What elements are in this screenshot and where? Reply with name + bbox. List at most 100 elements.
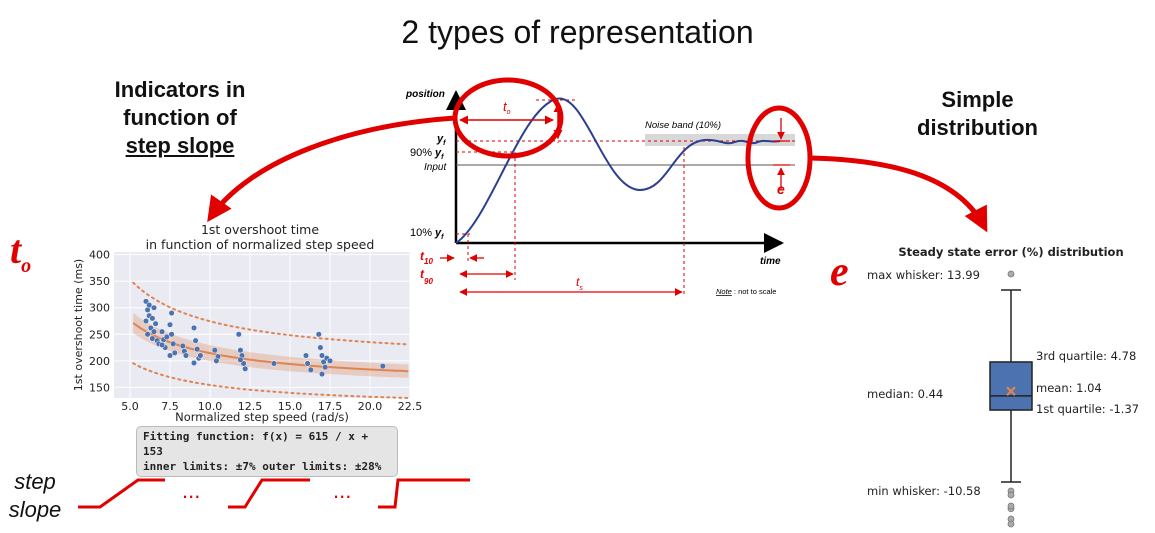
note-label-word: Note: [716, 287, 732, 296]
box-outlier-4: [1007, 502, 1015, 510]
scatter-title: 1st overshoot time: [201, 222, 319, 237]
scatter-xlabel: Normalized step speed (rad/s): [175, 410, 349, 424]
step-slope-label: step slope: [0, 468, 70, 524]
position-label: position: [405, 89, 445, 100]
ten-label-pct: 10%: [410, 227, 432, 239]
yf-label-sub: f: [443, 140, 446, 147]
scatter-point-32: [190, 359, 198, 367]
scatter-point-51: [322, 364, 329, 371]
box-outlier-2: [1007, 491, 1015, 499]
t10-label-main: t: [420, 249, 425, 263]
scatter-point-22: [171, 349, 178, 356]
box-median-label: median: 0.44: [867, 387, 943, 401]
scatter-inner-band: [133, 312, 409, 378]
scatter-ytick-0: 150: [89, 381, 110, 394]
ts-label-main: t: [576, 275, 580, 289]
scatter-ylabel: 1st overshoot time (ms): [72, 259, 85, 391]
scatter-point-38: [237, 347, 244, 354]
left-heading-line2: function of: [123, 105, 237, 130]
scatter-fit-line: [132, 322, 409, 373]
scatter-point-7: [146, 302, 153, 309]
fitting-function-line2: inner limits: ±7% outer limits: ±28%: [143, 460, 382, 473]
to-label-sub: o: [507, 109, 511, 116]
t90-label: t90: [420, 267, 433, 286]
scatter-point-10: [150, 328, 158, 335]
box-mean-marker: [1006, 386, 1016, 396]
scatter-point-9: [152, 320, 159, 327]
overshoot-scatter-chart: 1st overshoot time in function of normal…: [72, 222, 422, 424]
box-mean-label: mean: 1.04: [1036, 381, 1102, 395]
scatter-point-36: [213, 357, 220, 364]
step-shape-steep: [378, 478, 470, 509]
t90-label-sub: 90: [424, 277, 433, 286]
scatter-point-48: [317, 344, 324, 351]
left-heading: Indicators in function of step slope: [90, 76, 270, 160]
error-box-plot: Steady state error (%) distribution max …: [867, 245, 1139, 528]
scatter-xtick-7: 22.5: [398, 400, 423, 413]
scatter-point-49: [318, 352, 326, 359]
page-title: 2 types of representation: [401, 14, 754, 50]
scatter-point-34: [211, 347, 218, 354]
ten-label: 10% yf: [410, 227, 444, 241]
scatter-plot-area: [114, 252, 410, 398]
box-min-label: min whisker: -10.58: [867, 484, 981, 498]
ten-label-y: y: [434, 227, 442, 239]
scatter-point-14: [158, 328, 166, 335]
scatter-ytick-2: 250: [89, 328, 110, 341]
scatter-point-41: [242, 365, 249, 372]
scatter-point-25: [179, 342, 186, 350]
scatter-point-33: [197, 352, 204, 359]
scatter-xtick-0: 5.0: [121, 400, 139, 413]
scatter-point-3: [142, 317, 150, 325]
box-outlier-0: [1007, 270, 1015, 278]
scatter-point-47: [315, 331, 322, 338]
time-label: time: [760, 256, 781, 267]
box-max-label: max whisker: 13.99: [867, 268, 980, 282]
scatter-point-23: [166, 352, 174, 359]
step-response-diagram: position time yf 90% yf Input 10% yf Noise…: [405, 77, 813, 296]
scatter-fit-bands: [132, 281, 410, 399]
left-heading-line1: Indicators in: [114, 77, 246, 102]
scatter-point-42: [237, 356, 244, 363]
note-label-rest: : not to scale: [732, 287, 777, 296]
step-slope-label-line2: slope: [8, 497, 62, 522]
noise-band: [645, 134, 795, 146]
ninety-label-y: y: [434, 147, 442, 159]
scatter-tick-labels: 5.0 7.5 10.0 12.5 15.0 17.5 20.0 22.5 150 200 250 3…: [89, 249, 422, 413]
error-highlight-ellipse: [745, 105, 813, 211]
ellipsis-2: ...: [333, 478, 351, 503]
yf-label: yf: [436, 133, 446, 147]
box-title: Steady state error (%) distribution: [898, 245, 1123, 259]
ninety-label-pct: 90%: [410, 147, 432, 159]
scatter-xtick-3: 12.5: [238, 400, 263, 413]
scatter-point-37: [235, 331, 242, 338]
scatter-point-54: [326, 357, 334, 364]
scatter-ytick-4: 350: [89, 275, 110, 288]
scatter-point-28: [190, 324, 198, 331]
scatter-xtick-2: 10.0: [198, 400, 223, 413]
scatter-point-24: [168, 310, 175, 317]
right-curved-arrow: [809, 155, 988, 233]
scatter-xtick-5: 17.5: [318, 400, 343, 413]
ten-label-sub: f: [441, 234, 444, 241]
scatter-point-18: [158, 341, 166, 348]
ellipsis-1: ...: [182, 478, 200, 503]
overshoot-time-symbol: to: [10, 226, 31, 278]
box-outlier-6: [1007, 520, 1015, 528]
t90-label-main: t: [420, 267, 425, 281]
box-iqr: [989, 361, 1033, 411]
note-label: Note : not to scale: [716, 287, 776, 296]
input-label: Input: [424, 162, 447, 173]
scatter-point-17: [163, 333, 170, 340]
scatter-xtick-6: 20.0: [358, 400, 383, 413]
ts-label-sub: s: [579, 285, 583, 292]
scatter-ytick-3: 300: [89, 302, 110, 315]
scatter-point-44: [302, 352, 310, 359]
right-heading-line2: distribution: [917, 115, 1038, 140]
step-slope-label-line1: step: [14, 469, 56, 494]
scatter-point-13: [149, 315, 156, 322]
scatter-ytick-1: 200: [89, 355, 110, 368]
fitting-function-line1: Fitting function: f(x) = 615 / x + 153: [143, 430, 369, 458]
scatter-point-52: [318, 371, 326, 378]
